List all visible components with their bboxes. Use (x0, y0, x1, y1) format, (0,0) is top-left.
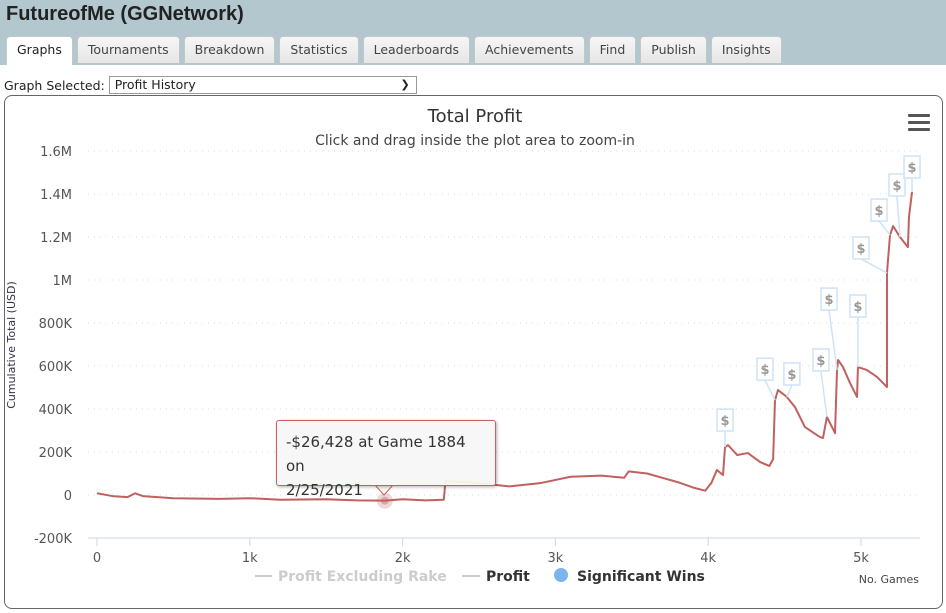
significant-win-flag[interactable]: $ (903, 155, 921, 193)
flag-connector (860, 258, 888, 274)
x-tick-label: 4k (700, 551, 716, 566)
flag-box (812, 348, 830, 372)
flag-connector (764, 379, 776, 401)
legend-item-significant-wins[interactable]: Significant Wins (577, 569, 705, 585)
chart-container (4, 95, 943, 609)
x-axis-title: No. Games (859, 573, 920, 586)
legend-item-profit-excluding-rake[interactable]: Profit Excluding Rake (278, 569, 447, 585)
tooltip-line-1: -$26,428 at Game 1884 on (286, 433, 466, 475)
graph-select-dropdown[interactable]: Profit History ❯ (108, 76, 417, 94)
graph-selector-row: Graph Selected: Profit History ❯ (4, 76, 417, 94)
significant-win-flag[interactable]: $ (716, 408, 734, 448)
flag-connector (828, 309, 838, 371)
significant-win-flag[interactable]: $ (783, 362, 801, 398)
significant-win-flag[interactable]: $ (820, 287, 838, 371)
significant-win-flag[interactable]: $ (852, 236, 888, 274)
y-tick-label: 0 (64, 489, 72, 504)
y-tick-label: 400K (39, 403, 73, 418)
dollar-icon: $ (816, 354, 825, 369)
y-tick-label: 1M (53, 274, 73, 289)
flag-box (820, 287, 838, 311)
dollar-icon: $ (892, 179, 901, 194)
hamburger-bar (908, 121, 930, 124)
dollar-icon: $ (787, 368, 796, 383)
dollar-icon: $ (720, 414, 729, 429)
chart-subtitle: Click and drag inside the plot area to z… (315, 133, 635, 149)
chart-title: Total Profit (427, 106, 523, 127)
tab-insights[interactable]: Insights (710, 36, 782, 63)
hamburger-icon[interactable] (908, 114, 930, 131)
flag-box (716, 408, 734, 432)
significant-win-flag[interactable]: $ (870, 198, 891, 236)
profit-line (96, 191, 914, 502)
flag-box (783, 362, 801, 386)
tooltip-pointer (374, 484, 394, 496)
flag-connector (878, 220, 891, 236)
y-tick-label: 1.4M (40, 188, 72, 203)
graph-select-value: Profit History (114, 77, 196, 92)
graph-selected-label: Graph Selected: (4, 77, 105, 93)
significant-win-flag[interactable]: $ (888, 173, 906, 238)
significant-win-flag[interactable]: $ (812, 348, 830, 418)
x-tick-label: 1k (242, 551, 258, 566)
x-tick-label: 2k (395, 551, 411, 566)
chart-legend: Profit Excluding Rake Profit Significant W… (255, 568, 705, 585)
tab-achievements[interactable]: Achievements (474, 36, 585, 63)
flag-box (756, 357, 774, 381)
tab-publish[interactable]: Publish (640, 36, 707, 63)
flag-box (849, 294, 867, 318)
legend-item-profit[interactable]: Profit (486, 569, 530, 585)
hamburger-bar (908, 128, 930, 131)
y-tick-label: 800K (39, 317, 73, 332)
chevron-down-icon: ❯ (400, 78, 410, 91)
tab-bar: Graphs Tournaments Breakdown Statistics Lead… (6, 36, 782, 65)
y-tick-label: 600K (39, 360, 73, 375)
dollar-icon: $ (760, 363, 769, 378)
legend-symbol-significant-wins (554, 568, 568, 582)
tab-leaderboards[interactable]: Leaderboards (362, 36, 471, 63)
dollar-icon: $ (856, 242, 865, 257)
significant-win-flag[interactable]: $ (756, 357, 776, 401)
y-tick-label: -200K (34, 532, 73, 547)
tab-statistics[interactable]: Statistics (279, 36, 359, 63)
dollar-icon: $ (875, 204, 884, 219)
x-tick-label: 0 (93, 551, 101, 566)
flag-box (903, 155, 921, 179)
x-tick-label: 5k (853, 551, 869, 566)
y-tick-label: 1.2M (40, 231, 72, 246)
dollar-icon: $ (853, 300, 862, 315)
dollar-icon: $ (908, 161, 917, 176)
significant-win-flag[interactable]: $ (849, 294, 867, 368)
x-tick-label: 3k (547, 551, 563, 566)
tab-breakdown[interactable]: Breakdown (183, 36, 276, 63)
dollar-icon: $ (824, 293, 833, 308)
flag-box (888, 173, 906, 197)
y-axis-title: Cumulative Total (USD) (5, 281, 18, 409)
tab-tournaments[interactable]: Tournaments (76, 36, 180, 63)
flag-connector (820, 370, 828, 418)
page-title: FutureofMe (GGNetwork) (6, 3, 244, 25)
hamburger-bar (908, 114, 930, 117)
chart-tooltip: -$26,428 at Game 1884 on 2/25/2021 (276, 420, 496, 499)
hover-halo (376, 492, 393, 509)
highlighted-point (380, 496, 389, 505)
flag-connector (896, 195, 901, 238)
flag-connector (786, 384, 793, 398)
flag-box (870, 198, 888, 222)
y-tick-label: 200K (39, 446, 73, 461)
header: FutureofMe (GGNetwork) Graphs Tournaments… (0, 0, 946, 65)
flag-box (852, 236, 870, 260)
tab-graphs[interactable]: Graphs (6, 36, 73, 65)
y-tick-label: 1.6M (40, 145, 72, 160)
tab-find[interactable]: Find (588, 36, 637, 63)
tooltip-line-2: 2/25/2021 (286, 481, 363, 499)
